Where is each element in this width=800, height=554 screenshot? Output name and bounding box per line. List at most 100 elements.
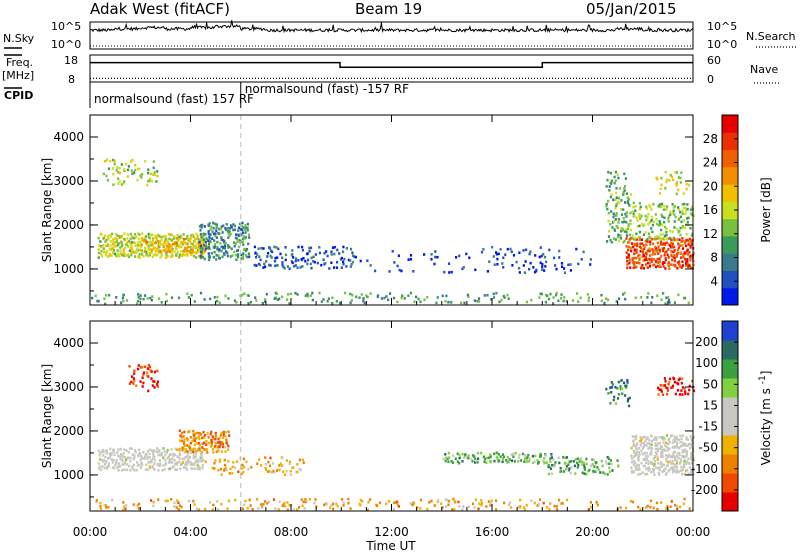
data-cell — [132, 463, 135, 467]
data-cell — [240, 467, 243, 470]
data-cell — [116, 255, 119, 258]
data-cell — [539, 292, 542, 296]
velocity-panel — [95, 321, 696, 512]
data-cell — [193, 447, 196, 451]
data-cell — [560, 470, 563, 473]
data-cell — [296, 508, 299, 511]
data-cell — [502, 266, 505, 269]
data-cell — [636, 442, 639, 445]
data-cell — [666, 449, 669, 452]
data-cell — [123, 180, 126, 183]
data-cell — [106, 456, 110, 460]
data-cell — [343, 291, 347, 295]
colorbar-tick-label: 15 — [703, 398, 718, 412]
data-cell — [645, 251, 648, 255]
data-cell — [477, 297, 481, 300]
data-cell — [568, 460, 571, 464]
data-cell — [610, 386, 613, 389]
data-cell — [152, 160, 155, 163]
data-cell — [327, 297, 330, 300]
data-cell — [171, 247, 174, 251]
data-cell — [207, 239, 210, 242]
data-cell — [495, 251, 498, 254]
data-cell — [207, 230, 210, 233]
data-cell — [557, 456, 560, 459]
data-cell — [123, 237, 126, 241]
data-cell — [679, 210, 682, 214]
data-cell — [97, 248, 100, 251]
data-cell — [654, 444, 657, 447]
data-cell — [203, 434, 207, 437]
data-cell — [583, 468, 586, 471]
data-cell — [155, 240, 158, 244]
data-cell — [563, 271, 567, 274]
data-cell — [318, 251, 321, 255]
data-cell — [130, 380, 133, 384]
data-cell — [351, 260, 355, 264]
data-cell — [302, 257, 305, 260]
data-cell — [656, 444, 659, 447]
data-cell — [673, 259, 676, 263]
data-cell — [169, 453, 172, 456]
data-cell — [681, 237, 684, 240]
data-cell — [234, 242, 237, 245]
data-cell — [661, 202, 664, 206]
data-cell — [462, 266, 465, 269]
data-cell — [340, 266, 343, 269]
data-cell — [485, 456, 488, 460]
freq-line — [90, 61, 693, 68]
data-cell — [655, 436, 658, 439]
data-cell — [628, 233, 631, 237]
data-cell — [116, 249, 119, 252]
data-cell — [681, 473, 684, 476]
data-cell — [492, 255, 495, 258]
data-cell — [447, 300, 450, 304]
data-cell — [679, 226, 682, 230]
data-cell — [645, 467, 648, 471]
nsearch-label: N.Search — [746, 30, 796, 43]
data-cell — [222, 245, 225, 249]
data-cell — [671, 211, 674, 215]
data-cell — [292, 466, 295, 469]
data-cell — [300, 257, 303, 261]
data-cell — [180, 241, 183, 244]
data-cell — [685, 468, 688, 472]
data-cell — [156, 447, 159, 450]
data-cell — [664, 386, 667, 389]
data-cell — [176, 468, 179, 471]
data-cell — [596, 466, 599, 469]
data-cell — [620, 208, 623, 211]
data-cell — [661, 448, 664, 452]
data-cell — [685, 264, 688, 267]
data-cell — [419, 300, 422, 304]
data-cell — [115, 254, 118, 257]
data-cell — [635, 448, 638, 452]
data-cell — [289, 473, 292, 476]
data-cell — [545, 260, 548, 264]
data-cell — [147, 363, 150, 367]
data-cell — [638, 213, 641, 216]
data-cell — [611, 226, 614, 229]
data-cell — [664, 170, 667, 174]
data-cell — [164, 499, 167, 503]
data-cell — [645, 451, 648, 455]
data-cell — [188, 499, 191, 503]
data-cell — [174, 246, 177, 249]
data-cell — [627, 201, 630, 205]
data-cell — [330, 261, 333, 264]
data-cell — [112, 246, 115, 250]
data-cell — [680, 469, 683, 473]
data-cell — [191, 233, 194, 237]
data-cell — [165, 451, 168, 454]
data-cell — [660, 298, 663, 301]
data-cell — [650, 434, 653, 438]
x-axis-title: Time UT — [365, 539, 416, 553]
data-cell — [685, 239, 688, 242]
data-cell — [640, 238, 643, 241]
data-cell — [644, 472, 647, 476]
data-cell — [114, 463, 117, 467]
colorbar-segment — [722, 287, 738, 306]
data-cell — [242, 243, 245, 247]
data-cell — [553, 256, 556, 260]
data-cell — [607, 199, 610, 203]
